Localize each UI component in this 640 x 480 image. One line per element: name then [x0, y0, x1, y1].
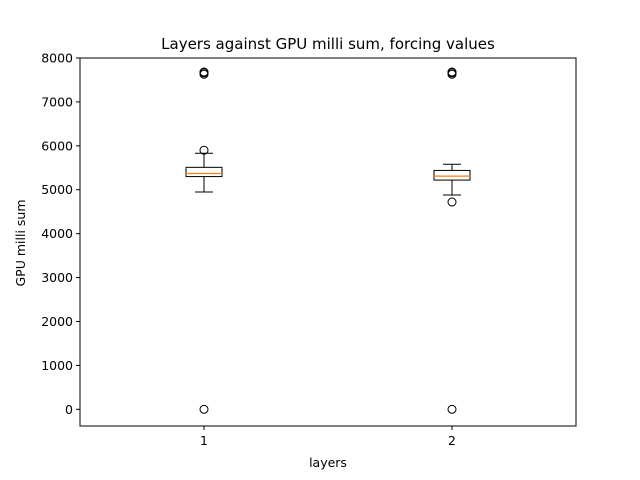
y-tick-label: 3000: [41, 270, 73, 285]
box: [433, 169, 471, 181]
outlier-point: [447, 197, 457, 207]
chart-title: Layers against GPU milli sum, forcing va…: [161, 35, 495, 53]
outlier-point: [199, 67, 209, 77]
outlier-point: [447, 404, 457, 414]
x-tick-label: 2: [448, 433, 456, 448]
x-tick-label: 1: [200, 433, 208, 448]
outlier-point: [447, 67, 457, 77]
y-tick-label: 2000: [41, 314, 73, 329]
y-tick-label: 6000: [41, 138, 73, 153]
plot-frame: [79, 57, 577, 427]
y-tick-label: 0: [65, 402, 73, 417]
plot-marks: [185, 67, 471, 414]
y-tick-label: 8000: [41, 51, 73, 66]
box-group: [185, 67, 223, 414]
y-tick-label: 5000: [41, 182, 73, 197]
y-axis-label: GPU milli sum: [13, 200, 28, 287]
box-group: [433, 67, 471, 414]
y-axis: 0 1000 2000 3000 4000 5000 6000 7000 8000: [41, 51, 80, 417]
y-tick-label: 4000: [41, 226, 73, 241]
box: [185, 166, 223, 178]
y-tick-label: 7000: [41, 94, 73, 109]
y-tick-label: 1000: [41, 358, 73, 373]
x-axis-label: layers: [309, 455, 347, 470]
outlier-point: [199, 404, 209, 414]
outlier-point: [199, 145, 209, 155]
